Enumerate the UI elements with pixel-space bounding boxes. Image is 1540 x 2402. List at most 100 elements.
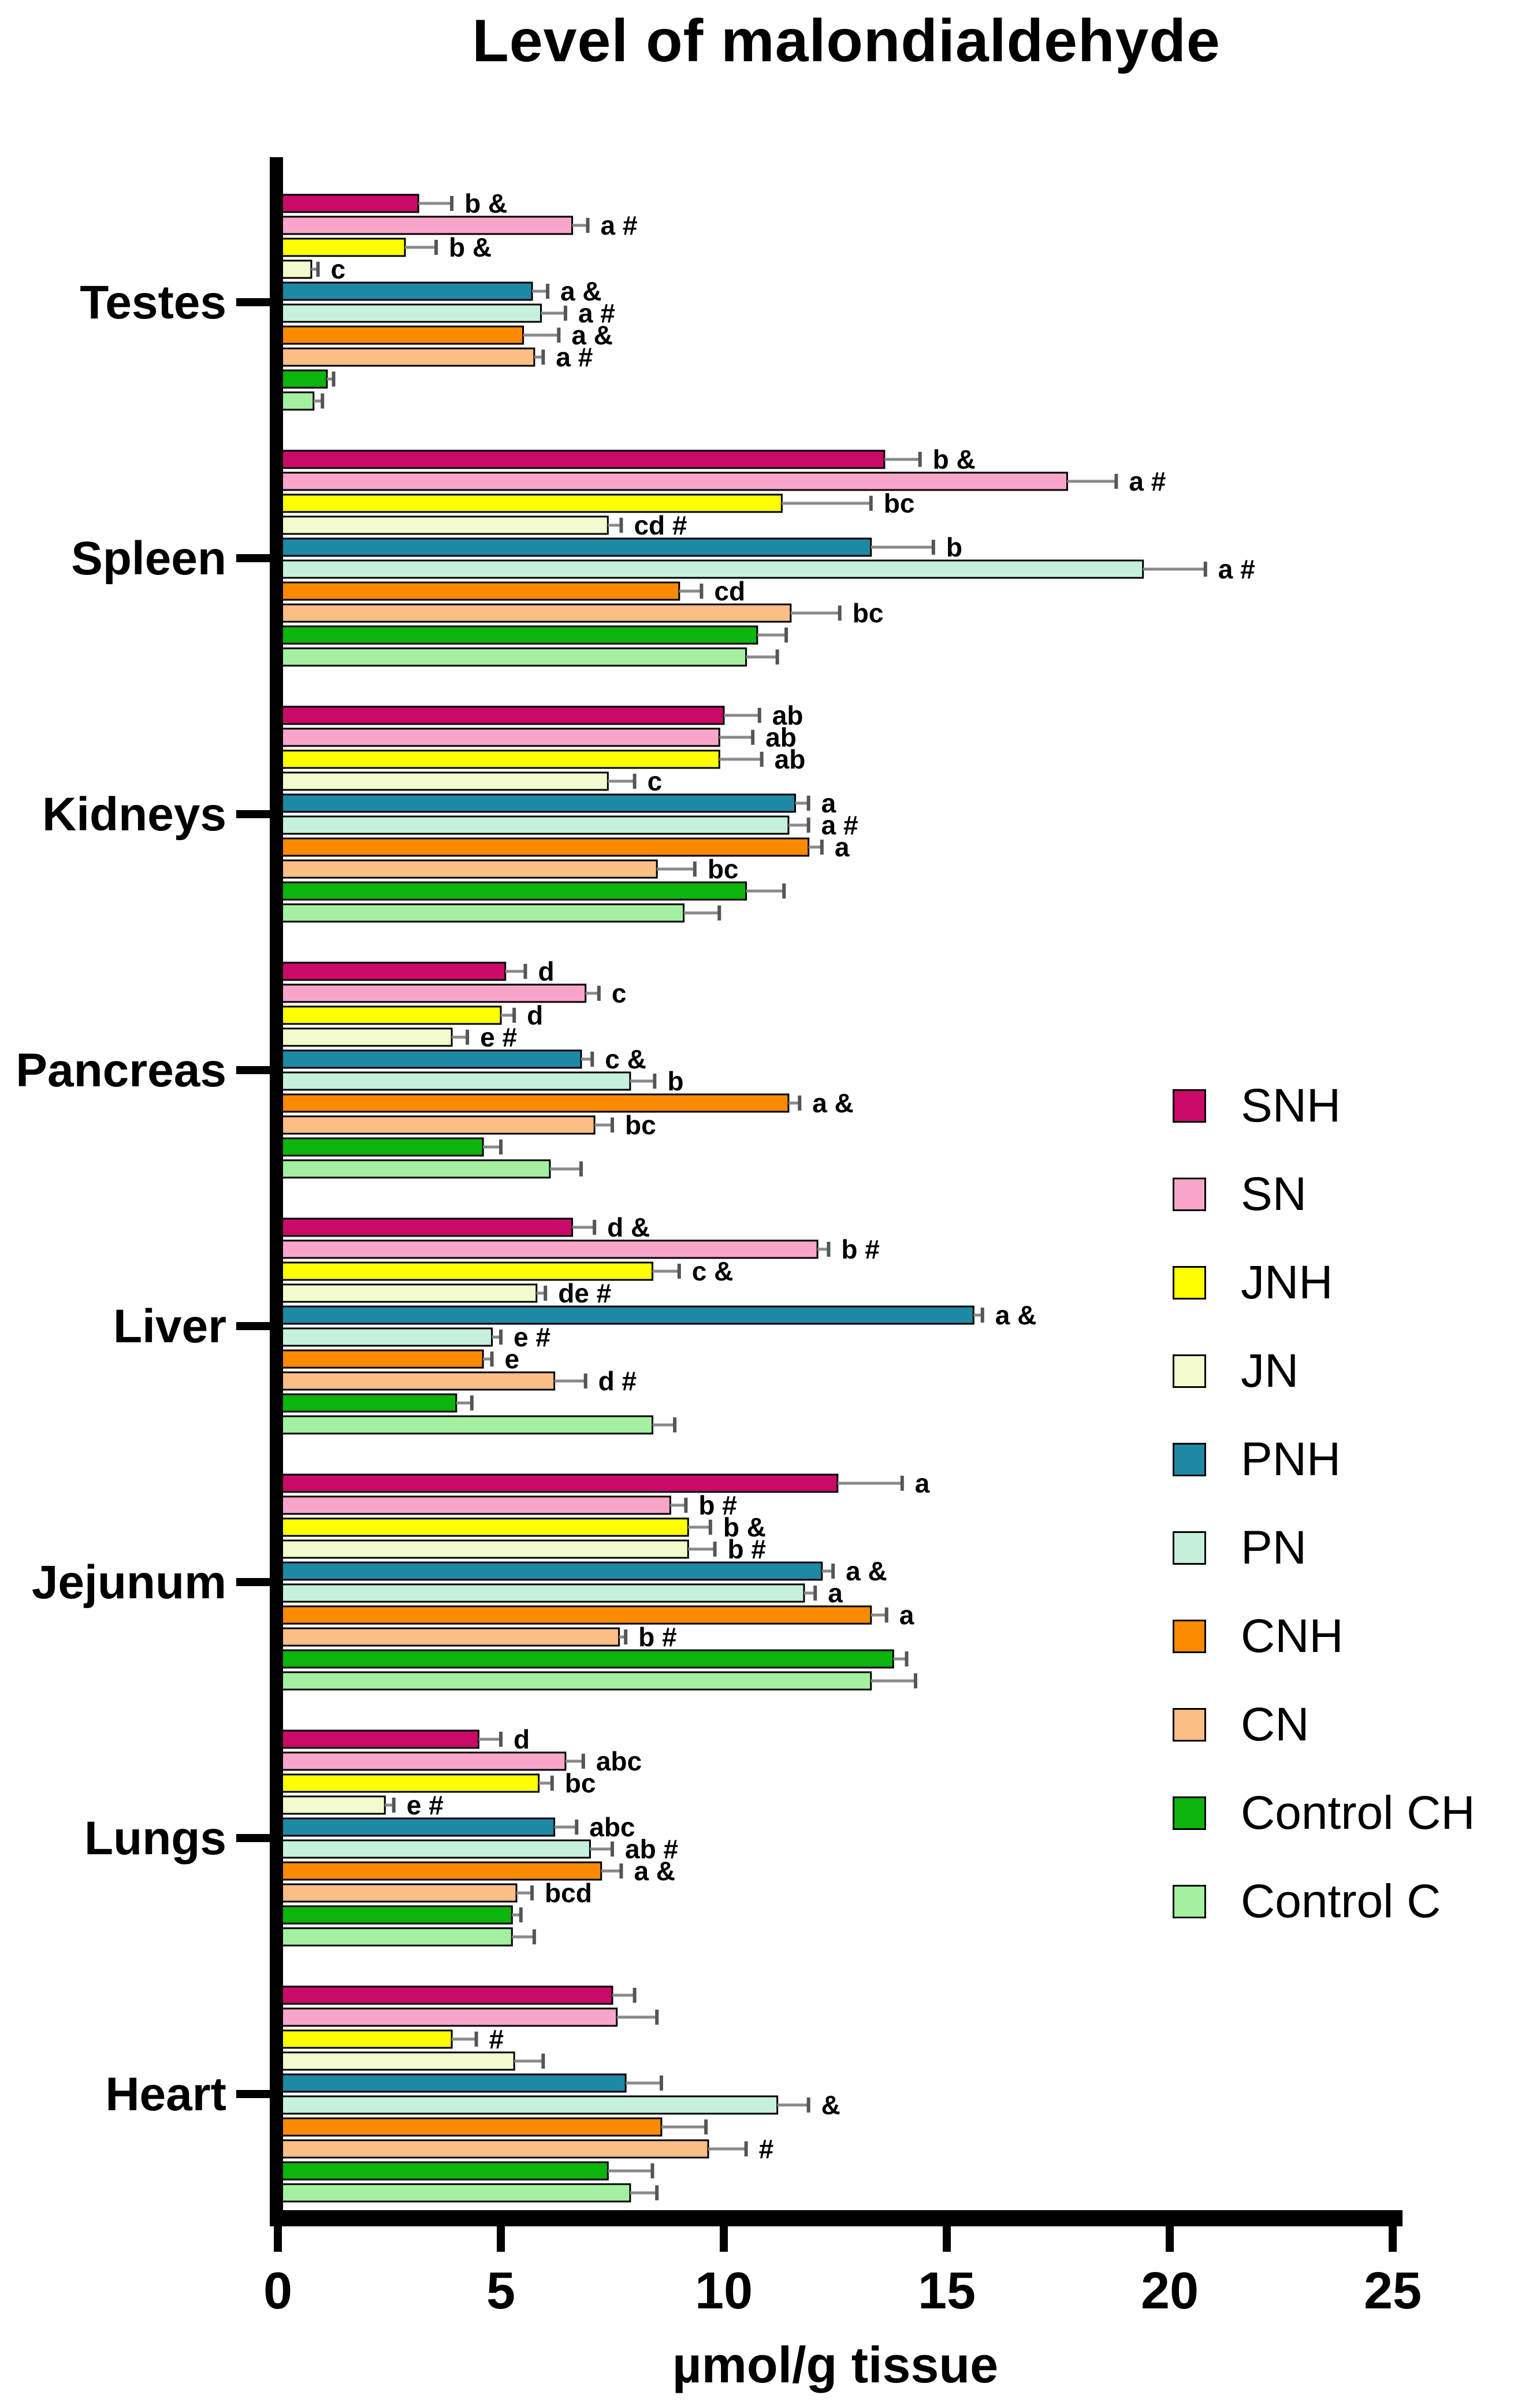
legend-item-control-c: Control C — [1173, 1875, 1441, 1928]
annotation-lungs-cn: bcd — [545, 1878, 592, 1908]
bar-jejunum-pnh — [277, 1561, 823, 1581]
bar-kidneys-pnh — [277, 793, 797, 813]
bar-liver-cn — [277, 1371, 556, 1391]
x-tick-10 — [720, 2226, 728, 2252]
category-label-kidneys: Kidneys — [42, 788, 226, 841]
x-tick-label-15: 15 — [918, 2262, 976, 2320]
bar-lungs-sn — [277, 1751, 567, 1771]
bar-jejunum-cn — [277, 1627, 620, 1647]
bar-pancreas-control-c — [277, 1159, 551, 1179]
bar-spleen-jnh — [277, 493, 783, 513]
legend-label-snh: SNH — [1241, 1079, 1341, 1132]
y-tick-pancreas — [236, 1066, 270, 1074]
y-tick-spleen — [236, 554, 270, 562]
annotation-lungs-cnh: a & — [634, 1856, 675, 1886]
bar-spleen-sn — [277, 472, 1068, 491]
annotation-kidneys-cn: bc — [708, 854, 739, 884]
annotation-testes-cn: a # — [556, 342, 593, 372]
bar-lungs-cnh — [277, 1861, 602, 1881]
bar-pancreas-jn — [277, 1027, 453, 1047]
legend-swatch-control-c — [1173, 1885, 1206, 1918]
bar-kidneys-pn — [277, 815, 790, 835]
annotation-jejunum-cn: b # — [638, 1622, 676, 1652]
bar-liver-control-c — [277, 1415, 653, 1435]
category-label-liver: Liver — [113, 1300, 226, 1353]
annotation-jejunum-snh: a — [915, 1468, 930, 1498]
annotation-pancreas-pn: b — [667, 1066, 683, 1096]
annotation-testes-pn: a # — [578, 298, 615, 328]
bar-spleen-jn — [277, 515, 609, 535]
bar-spleen-control-ch — [277, 625, 758, 645]
bar-testes-cn — [277, 347, 535, 367]
category-label-testes: Testes — [80, 276, 226, 329]
legend-swatch-cn — [1173, 1708, 1206, 1742]
annotation-testes-snh: b & — [464, 188, 507, 218]
bar-kidneys-control-ch — [277, 881, 747, 901]
x-tick-0 — [274, 2226, 282, 2252]
bar-jejunum-snh — [277, 1473, 839, 1493]
legend-label-sn: SN — [1241, 1168, 1307, 1220]
x-axis-spine — [270, 2210, 1403, 2226]
annotation-spleen-snh: b & — [933, 444, 976, 474]
bar-testes-pn — [277, 303, 542, 323]
bar-testes-pnh — [277, 281, 533, 301]
bar-jejunum-jnh — [277, 1517, 689, 1537]
bar-liver-jnh — [277, 1261, 653, 1281]
annotation-liver-sn: b # — [841, 1234, 879, 1264]
bar-jejunum-sn — [277, 1495, 671, 1515]
bar-testes-sn — [277, 216, 574, 235]
annotation-pancreas-cnh: a & — [812, 1088, 854, 1118]
bar-liver-cnh — [277, 1349, 484, 1369]
bar-lungs-control-ch — [277, 1905, 513, 1925]
bar-kidneys-cn — [277, 859, 658, 879]
legend-item-pn: PN — [1173, 1521, 1307, 1574]
bar-liver-pn — [277, 1327, 493, 1347]
bar-testes-cnh — [277, 325, 525, 345]
bar-liver-snh — [277, 1217, 574, 1237]
bar-lungs-snh — [277, 1729, 479, 1749]
legend-item-jn: JN — [1173, 1345, 1299, 1397]
annotation-spleen-pn: a # — [1218, 554, 1255, 584]
bar-pancreas-control-ch — [277, 1137, 484, 1157]
x-axis-label: µmol/g tissue — [672, 2336, 999, 2393]
bar-lungs-control-c — [277, 1927, 513, 1947]
legend-label-cn: CN — [1241, 1698, 1310, 1751]
bar-kidneys-cnh — [277, 837, 810, 857]
bar-heart-cnh — [277, 2117, 663, 2137]
y-axis-spine — [270, 157, 283, 2226]
bar-spleen-cnh — [277, 581, 680, 601]
bar-jejunum-jn — [277, 1539, 689, 1559]
legend-label-pnh: PNH — [1241, 1433, 1341, 1486]
annotation-jejunum-jnh: b & — [723, 1512, 766, 1542]
bar-jejunum-control-ch — [277, 1649, 894, 1669]
bar-heart-pnh — [277, 2073, 627, 2093]
annotation-liver-cn: d # — [598, 1366, 637, 1396]
annotation-heart-pn: & — [821, 2090, 840, 2120]
y-tick-lungs — [236, 1834, 270, 1842]
annotation-pancreas-pnh: c & — [605, 1044, 646, 1074]
annotation-heart-jnh: # — [489, 2024, 504, 2054]
bar-jejunum-cnh — [277, 1605, 872, 1625]
legend-item-cn: CN — [1173, 1698, 1309, 1751]
legend-swatch-jnh — [1173, 1266, 1206, 1300]
annotation-spleen-cn: bc — [853, 598, 884, 628]
legend-item-jnh: JNH — [1173, 1256, 1333, 1309]
annotation-spleen-jnh: bc — [884, 488, 915, 518]
legend-swatch-cnh — [1173, 1620, 1206, 1653]
bar-testes-jnh — [277, 237, 406, 257]
x-tick-label-0: 0 — [263, 2262, 292, 2320]
annotation-lungs-pnh: abc — [589, 1812, 635, 1842]
annotation-lungs-jnh: bc — [565, 1768, 596, 1798]
legend-swatch-snh — [1173, 1089, 1206, 1123]
bar-lungs-pnh — [277, 1817, 556, 1837]
annotation-jejunum-sn: b # — [698, 1490, 736, 1520]
bar-spleen-control-c — [277, 647, 747, 667]
bar-pancreas-pn — [277, 1071, 631, 1091]
category-label-spleen: Spleen — [71, 532, 226, 585]
legend-item-pnh: PNH — [1173, 1433, 1341, 1486]
bar-lungs-pn — [277, 1839, 591, 1859]
legend-item-cnh: CNH — [1173, 1610, 1344, 1662]
annotation-liver-snh: d & — [607, 1212, 650, 1242]
legend-item-control-ch: Control CH — [1173, 1787, 1475, 1839]
